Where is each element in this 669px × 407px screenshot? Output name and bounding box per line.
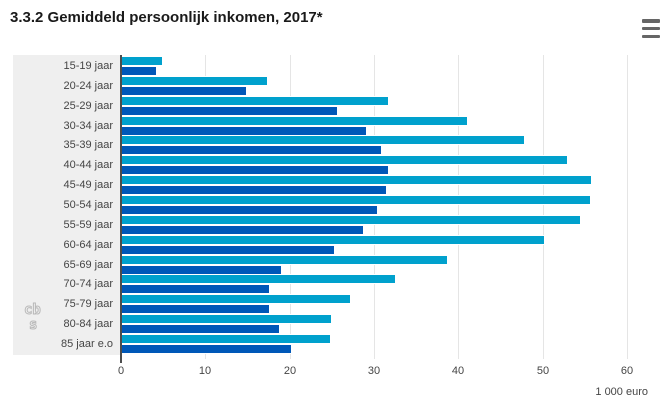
bar-lichtblauw[interactable]	[121, 76, 267, 85]
y-axis-labels: 15-19 jaar 20-24 jaar 25-29 jaar 30-34 jaar…	[13, 56, 121, 354]
y-axis-label: 35-39 jaar	[63, 139, 113, 152]
y-axis-label: 25-29 jaar	[63, 99, 113, 112]
y-axis-label: 80-84 jaar	[63, 318, 113, 331]
bar-donkerblauw[interactable]	[121, 344, 291, 353]
gridline	[458, 55, 459, 359]
bar-donkerblauw[interactable]	[121, 245, 335, 254]
bar-lichtblauw[interactable]	[121, 315, 331, 324]
bar-donkerblauw[interactable]	[121, 285, 270, 294]
y-axis-label: 20-24 jaar	[63, 79, 113, 92]
bar-lichtblauw[interactable]	[121, 176, 591, 185]
svg-text:cb: cb	[24, 302, 41, 318]
x-axis-tick-label: 40	[451, 365, 465, 377]
y-axis-label: 30-34 jaar	[63, 119, 113, 132]
bar-lichtblauw[interactable]	[121, 275, 396, 284]
bar-group-65-69-jaar	[121, 255, 648, 275]
bar-donkerblauw[interactable]	[121, 225, 363, 234]
menu-bar	[642, 26, 660, 31]
x-axis-unit-label: 1 000 euro	[595, 386, 648, 398]
y-axis-label: 85 jaar e.o	[61, 337, 113, 350]
y-axis-label: 40-44 jaar	[63, 159, 113, 172]
bar-donkerblauw[interactable]	[121, 166, 389, 175]
bar-donkerblauw[interactable]	[121, 86, 246, 95]
bar-group-15-19-jaar	[121, 56, 648, 76]
bar-lichtblauw[interactable]	[121, 295, 351, 304]
gridline	[543, 55, 544, 359]
y-axis-label: 50-54 jaar	[63, 198, 113, 211]
bar-lichtblauw[interactable]	[121, 56, 162, 65]
bar-group-40-44-jaar	[121, 155, 648, 175]
x-axis-tick-label: 30	[367, 365, 381, 377]
y-axis-label: 55-59 jaar	[63, 218, 113, 231]
bar-group-60-64-jaar	[121, 235, 648, 255]
menu-bar	[642, 19, 660, 23]
y-axis-label: 75-79 jaar	[63, 298, 113, 311]
menu-bar	[642, 34, 660, 38]
bar-group-45-49-jaar	[121, 175, 648, 195]
y-axis-line	[120, 55, 122, 363]
bar-group-50-54-jaar	[121, 195, 648, 215]
hamburger-menu-icon[interactable]	[642, 19, 660, 38]
bar-lichtblauw[interactable]	[121, 96, 388, 105]
bar-lichtblauw[interactable]	[121, 255, 447, 264]
bar-group-55-59-jaar	[121, 215, 648, 235]
bar-donkerblauw[interactable]	[121, 146, 381, 155]
bar-lichtblauw[interactable]	[121, 116, 467, 125]
bar-lichtblauw[interactable]	[121, 235, 544, 244]
bar-group-70-74-jaar	[121, 274, 648, 294]
bar-group-35-39-jaar	[121, 135, 648, 155]
x-axis-tick-label: 20	[283, 365, 297, 377]
x-axis-tick-label: 0	[117, 365, 125, 377]
bar-donkerblauw[interactable]	[121, 66, 156, 75]
bar-donkerblauw[interactable]	[121, 325, 279, 334]
bar-donkerblauw[interactable]	[121, 186, 386, 195]
bar-group-20-24-jaar	[121, 76, 648, 96]
x-axis-tick-labels: 0 10 20 30 40 50 60	[117, 365, 648, 379]
bar-donkerblauw[interactable]	[121, 126, 367, 135]
y-axis-label: 45-49 jaar	[63, 179, 113, 192]
bar-group-85-jaar-e.o	[121, 334, 648, 354]
bar-group-75-79-jaar	[121, 294, 648, 314]
bar-group-80-84-jaar	[121, 314, 648, 334]
bar-donkerblauw[interactable]	[121, 205, 377, 214]
y-axis-label: 70-74 jaar	[63, 278, 113, 291]
x-axis-tick-label: 10	[198, 365, 212, 377]
bar-donkerblauw[interactable]	[121, 106, 337, 115]
bar-rows	[121, 56, 648, 354]
bar-lichtblauw[interactable]	[121, 156, 568, 165]
plot-area	[121, 55, 648, 359]
bar-group-30-34-jaar	[121, 116, 648, 136]
svg-text:s: s	[29, 317, 37, 333]
cbs-logo-glyph: cb s	[24, 302, 42, 334]
bar-lichtblauw[interactable]	[121, 215, 580, 224]
x-axis-tick-label: 60	[620, 365, 634, 377]
y-axis-label: 15-19 jaar	[63, 59, 113, 72]
cbs-logo: cb s	[21, 300, 51, 341]
y-axis-label: 60-64 jaar	[63, 238, 113, 251]
gridline	[627, 55, 628, 359]
bar-lichtblauw[interactable]	[121, 195, 590, 204]
chart-title: 3.3.2 Gemiddeld persoonlijk inkomen, 201…	[10, 9, 323, 26]
bar-donkerblauw[interactable]	[121, 305, 270, 314]
x-axis-tick-label: 50	[536, 365, 550, 377]
bar-group-25-29-jaar	[121, 96, 648, 116]
bar-lichtblauw[interactable]	[121, 136, 525, 145]
y-axis-label-strip: 15-19 jaar 20-24 jaar 25-29 jaar 30-34 jaar…	[13, 55, 121, 355]
bar-donkerblauw[interactable]	[121, 265, 282, 274]
bar-lichtblauw[interactable]	[121, 334, 331, 343]
y-axis-label: 65-69 jaar	[63, 258, 113, 271]
